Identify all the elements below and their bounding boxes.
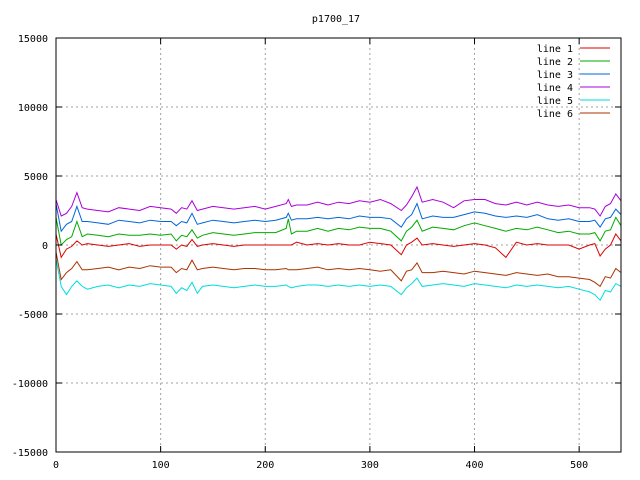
x-tick-label: 0 [53, 460, 59, 471]
y-tick-label: 0 [42, 241, 48, 252]
y-tick-label: 5000 [24, 172, 48, 183]
y-tick-label: -10000 [12, 379, 48, 390]
series-line-5 [55, 258, 622, 302]
x-tick-label: 100 [152, 460, 170, 471]
x-tick-label: 200 [256, 460, 274, 471]
x-tick-label: 500 [570, 460, 588, 471]
legend: line 1 line 2 line 3 line 4 line 5 line 6 [537, 44, 610, 120]
y-tick-label: -5000 [18, 310, 48, 321]
legend-label: line 4 [537, 83, 573, 94]
series-line-3 [55, 202, 622, 233]
series-line-2 [55, 216, 622, 247]
series-lines [55, 185, 622, 302]
y-tick-label: 10000 [18, 103, 48, 114]
y-tick-label: -15000 [12, 448, 48, 459]
x-tick-label: 400 [465, 460, 483, 471]
legend-label: line 6 [537, 109, 573, 120]
chart-title: p1700_17 [312, 14, 360, 25]
y-tick-label: 15000 [18, 34, 48, 45]
legend-label: line 2 [537, 57, 573, 68]
series-line-4 [55, 185, 622, 217]
axis-ticks: -15000 -10000 -5000 0 5000 10000 15000 0 100 200 3… [12, 34, 621, 471]
legend-label: line 1 [537, 44, 573, 55]
legend-label: line 5 [537, 96, 573, 107]
series-line-1 [55, 233, 622, 259]
series-line-6 [55, 251, 622, 288]
legend-label: line 3 [537, 70, 573, 81]
x-tick-label: 300 [361, 460, 379, 471]
